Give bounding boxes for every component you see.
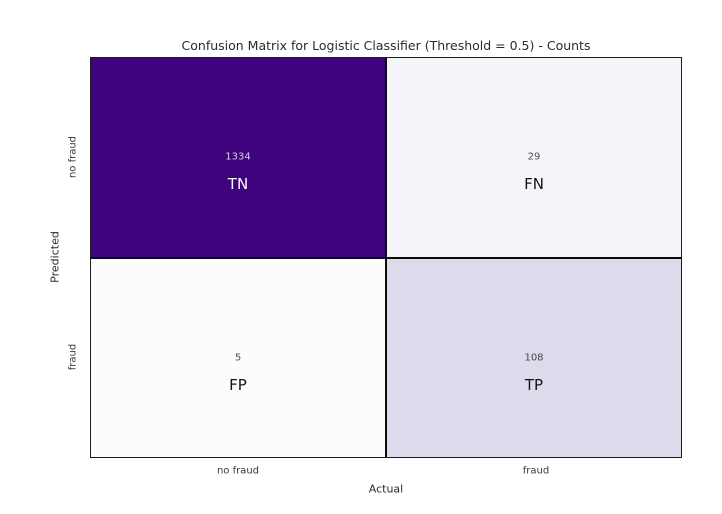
false-positive-count: 5 (234, 352, 242, 364)
false-positive-label: FP (229, 375, 247, 394)
x-tick-no-fraud: no fraud (216, 465, 260, 477)
false-negative-count: 29 (527, 151, 541, 163)
false-negative-label: FN (524, 175, 544, 194)
true-positive-label: TP (524, 375, 544, 394)
true-positive-count: 108 (524, 352, 544, 364)
true-negative-label: TN (227, 175, 249, 194)
y-axis-label: Predicted (48, 231, 62, 283)
cell-false-negative: 29 FN (387, 58, 681, 257)
cell-false-positive: 5 FP (91, 258, 385, 457)
true-negative-count: 1334 (225, 151, 251, 163)
x-tick-fraud: fraud (522, 465, 550, 477)
x-axis-label: Actual (368, 482, 404, 496)
y-tick-no-fraud: no fraud (67, 135, 79, 179)
cell-true-positive: 108 TP (387, 258, 681, 457)
y-tick-fraud: fraud (67, 343, 79, 371)
plot-area: 1334 TN 29 FN 5 FP 108 TP (90, 57, 682, 458)
cell-true-negative: 1334 TN (91, 58, 385, 257)
chart-title: Confusion Matrix for Logistic Classifier… (181, 38, 591, 53)
